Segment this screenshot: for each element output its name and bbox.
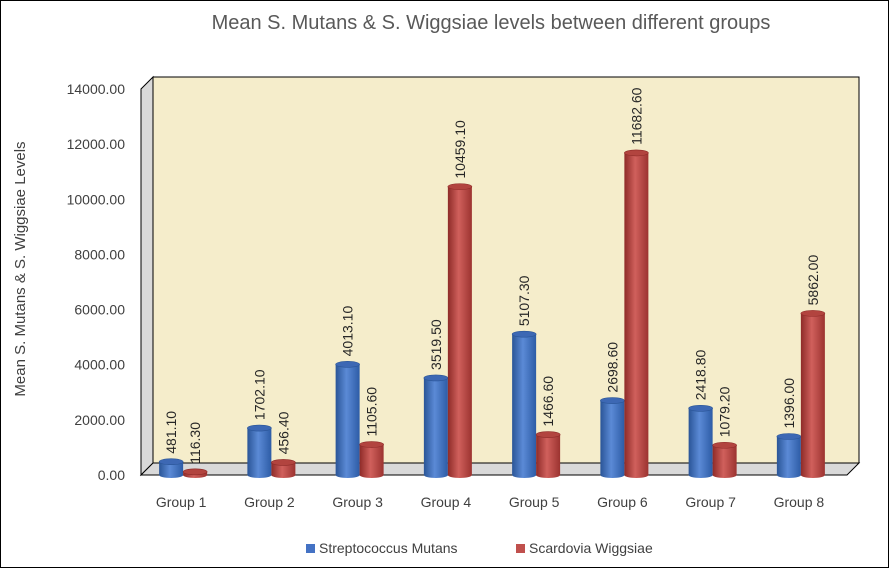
side-wall: [140, 75, 154, 477]
y-tick-label: 4000.00: [74, 357, 125, 373]
plot-background: [141, 77, 859, 475]
bar: [359, 441, 384, 478]
bar: [624, 149, 649, 478]
back-wall-border: [153, 76, 860, 463]
plot-area: [139, 75, 861, 477]
bar: [511, 330, 537, 478]
x-tick-label: Group 7: [685, 494, 736, 510]
x-tick-label: Group 5: [509, 494, 560, 510]
data-label: 1105.60: [364, 387, 380, 437]
bar: [776, 433, 802, 478]
bar: [712, 441, 737, 478]
x-tick-label: Group 3: [332, 494, 383, 510]
data-label: 1702.10: [251, 369, 267, 420]
x-tick-label: Group 8: [774, 494, 825, 510]
bar: [600, 397, 625, 478]
legend-label: Streptococcus Mutans: [319, 540, 458, 556]
y-axis: 0.00 2000.00 4000.00 6000.00 8000.00 10000.00…: [67, 81, 126, 483]
bar: [535, 431, 561, 478]
bar: [271, 459, 296, 478]
data-label: 2418.80: [693, 349, 709, 400]
y-tick-label: 12000.00: [67, 136, 126, 152]
y-tick-label: 10000.00: [67, 191, 126, 207]
data-label: 5862.00: [805, 255, 821, 306]
x-tick-label: Group 2: [244, 494, 295, 510]
y-tick-label: 14000.00: [67, 81, 126, 97]
data-label: 10459.10: [452, 120, 468, 179]
bar: [688, 405, 713, 478]
x-axis: Group 1 Group 2 Group 3 Group 4 Group 5 Group…: [156, 494, 825, 510]
y-tick-label: 0.00: [98, 467, 125, 483]
y-axis-label: Mean S. Mutans & S. Wiggsiae Levels: [12, 141, 29, 396]
data-label: 116.30: [187, 422, 203, 464]
data-label: 481.10: [163, 411, 179, 454]
legend-swatch: [306, 544, 315, 553]
data-label: 1079.20: [717, 386, 733, 437]
legend-item: Scardovia Wiggsiae: [516, 540, 653, 556]
data-label: 5107.30: [516, 275, 532, 326]
bar: [447, 183, 473, 478]
bar: [423, 374, 449, 478]
data-label: 2698.60: [604, 342, 620, 393]
legend-swatch: [516, 544, 525, 553]
data-label: 11682.60: [628, 87, 644, 145]
legend: Streptococcus Mutans Scardovia Wiggsiae: [306, 540, 653, 556]
data-label: 456.40: [275, 411, 291, 454]
data-label: 1466.60: [540, 376, 556, 427]
bars: [158, 149, 826, 478]
chart-title: Mean S. Mutans & S. Wiggsiae levels betw…: [212, 12, 771, 34]
x-tick-label: Group 4: [421, 494, 472, 510]
data-labels: 481.10 116.30 1702.10 456.40 4013.10 1105.60 3…: [163, 87, 821, 463]
y-tick-label: 6000.00: [74, 302, 125, 318]
data-label: 1396.00: [781, 378, 797, 429]
y-tick-label: 2000.00: [74, 412, 125, 428]
bar: [182, 468, 208, 478]
legend-item: Streptococcus Mutans: [306, 540, 458, 556]
bar: [800, 310, 826, 478]
legend-label: Scardovia Wiggsiae: [529, 540, 653, 556]
bar: [158, 458, 184, 478]
y-tick-label: 8000.00: [74, 246, 125, 262]
x-tick-label: Group 1: [156, 494, 207, 510]
data-label: 4013.10: [340, 306, 356, 357]
x-tick-label: Group 6: [597, 494, 648, 510]
data-label: 3519.50: [428, 319, 444, 370]
bar: [335, 361, 360, 478]
bar: [247, 424, 272, 478]
